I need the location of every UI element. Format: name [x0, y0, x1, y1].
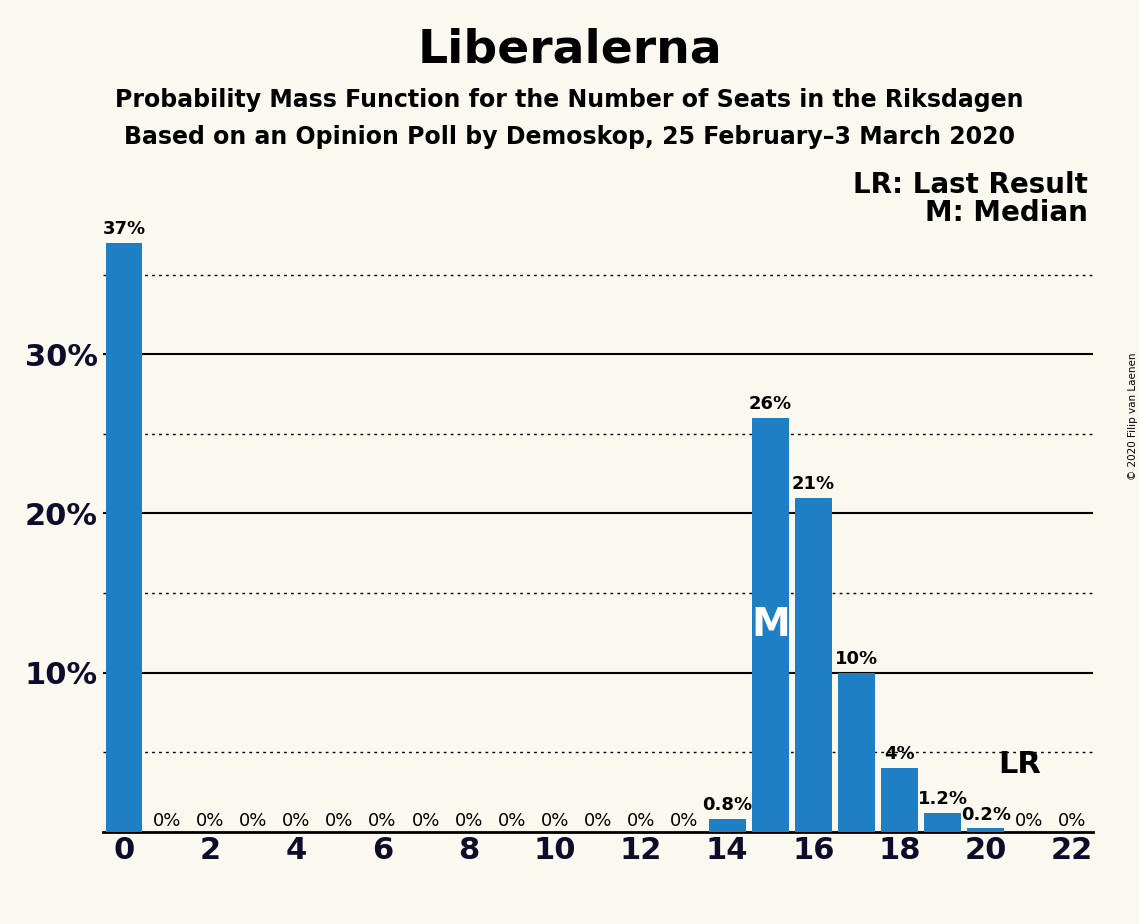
Text: 0%: 0%: [670, 812, 698, 830]
Text: 0%: 0%: [454, 812, 483, 830]
Text: 0%: 0%: [326, 812, 353, 830]
Bar: [708, 819, 746, 832]
Bar: [795, 497, 831, 832]
Text: 37%: 37%: [103, 220, 146, 238]
Text: 0%: 0%: [584, 812, 612, 830]
Text: M: Median: M: Median: [925, 199, 1088, 226]
Text: 0%: 0%: [153, 812, 181, 830]
Text: 1.2%: 1.2%: [918, 790, 968, 808]
Text: 0%: 0%: [1058, 812, 1087, 830]
Bar: [967, 829, 1005, 832]
Text: 0%: 0%: [1015, 812, 1043, 830]
Text: Probability Mass Function for the Number of Seats in the Riksdagen: Probability Mass Function for the Number…: [115, 88, 1024, 112]
Text: 4%: 4%: [884, 745, 915, 763]
Text: 26%: 26%: [748, 395, 792, 413]
Text: Based on an Opinion Poll by Demoskop, 25 February–3 March 2020: Based on an Opinion Poll by Demoskop, 25…: [124, 125, 1015, 149]
Bar: [106, 243, 142, 832]
Text: 0%: 0%: [368, 812, 396, 830]
Bar: [838, 673, 875, 832]
Text: © 2020 Filip van Laenen: © 2020 Filip van Laenen: [1129, 352, 1138, 480]
Bar: [882, 768, 918, 832]
Text: 0.2%: 0.2%: [960, 806, 1010, 823]
Text: 0%: 0%: [626, 812, 655, 830]
Text: LR: LR: [999, 750, 1041, 779]
Text: 0%: 0%: [239, 812, 268, 830]
Text: 0%: 0%: [196, 812, 224, 830]
Bar: [752, 418, 788, 832]
Text: M: M: [751, 606, 789, 644]
Text: Liberalerna: Liberalerna: [417, 28, 722, 73]
Text: 21%: 21%: [792, 475, 835, 492]
Text: 0%: 0%: [282, 812, 311, 830]
Text: 0%: 0%: [541, 812, 570, 830]
Text: 0%: 0%: [411, 812, 440, 830]
Bar: [925, 812, 961, 832]
Text: LR: Last Result: LR: Last Result: [853, 171, 1088, 199]
Text: 0%: 0%: [498, 812, 526, 830]
Text: 0.8%: 0.8%: [702, 796, 752, 814]
Text: 10%: 10%: [835, 650, 878, 668]
